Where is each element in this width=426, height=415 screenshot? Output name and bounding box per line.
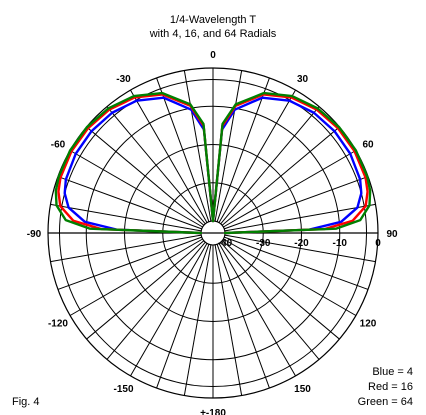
angle-label: 60 (362, 140, 374, 151)
grid-spoke (86, 240, 205, 340)
series-0-right-lobe (211, 96, 363, 235)
grid-spoke (214, 70, 243, 222)
angle-label: +-180 (200, 408, 226, 415)
series-2-left-lobe (54, 91, 215, 235)
series-1-left-lobe (57, 93, 215, 235)
legend-green: Green = 64 (358, 396, 413, 408)
grid-spoke (69, 238, 203, 316)
polar-grid (47, 67, 379, 399)
grid-spoke (50, 203, 202, 232)
legend-blue: Blue = 4 (372, 366, 413, 378)
legend: Blue = 4 Red = 16 Green = 64 (358, 366, 413, 408)
chart-title-line2: with 4, 16, and 64 Radials (149, 28, 277, 40)
grid-spoke (221, 240, 340, 340)
pattern-series (54, 91, 372, 235)
angle-labels: 0 30 60 90 120 150 +-180 -150 -120 -90 -60 -30 (27, 50, 398, 415)
angle-label: -90 (27, 229, 42, 240)
angle-label: 120 (360, 319, 377, 330)
series-1-right-lobe (211, 93, 369, 235)
grid-spoke (130, 243, 208, 377)
grid-spoke (216, 244, 270, 389)
grid-spoke (223, 238, 357, 316)
db-label: 0 (375, 238, 381, 249)
angle-label: 90 (386, 229, 398, 240)
db-label: -40 (218, 238, 233, 249)
grid-spoke (218, 89, 296, 223)
grid-spoke (106, 106, 206, 225)
grid-spoke (224, 236, 369, 290)
grid-spoke (221, 126, 340, 226)
grid-spoke (86, 126, 205, 226)
angle-label: 150 (294, 384, 311, 395)
grid-spoke (224, 176, 369, 230)
db-label: -10 (333, 238, 348, 249)
legend-red: Red = 16 (368, 381, 413, 393)
grid-spoke (57, 236, 202, 290)
grid-spoke (216, 77, 270, 222)
grid-spoke (156, 77, 210, 222)
grid-spoke (183, 244, 212, 396)
angle-label: -120 (48, 319, 68, 330)
grid-spoke (218, 243, 296, 377)
grid-spoke (214, 244, 243, 396)
chart-title-line1: 1/4-Wavelength T (170, 14, 256, 26)
db-label: -30 (256, 238, 271, 249)
grid-spoke (130, 89, 208, 223)
grid-spoke (224, 203, 376, 232)
db-label: -20 (294, 238, 309, 249)
figure-label: Fig. 4 (12, 396, 40, 408)
grid-spoke (156, 244, 210, 389)
angle-label: -150 (113, 384, 133, 395)
angle-label: 0 (210, 50, 216, 61)
grid-spoke (57, 176, 202, 230)
angle-label: 30 (297, 74, 309, 85)
grid-spoke (50, 234, 202, 263)
grid-spoke (69, 150, 203, 228)
grid-spoke (224, 234, 376, 263)
grid-spoke (220, 241, 320, 360)
angle-label: -60 (51, 140, 66, 151)
series-2-right-lobe (211, 91, 372, 235)
db-scale-labels: 0 -10 -20 -30 -40 (218, 238, 381, 249)
series-0-left-lobe (63, 96, 215, 235)
grid-spoke (106, 241, 206, 360)
grid-spoke (220, 106, 320, 225)
grid-spoke (183, 70, 212, 222)
angle-label: -30 (116, 74, 131, 85)
grid-spoke (223, 150, 357, 228)
